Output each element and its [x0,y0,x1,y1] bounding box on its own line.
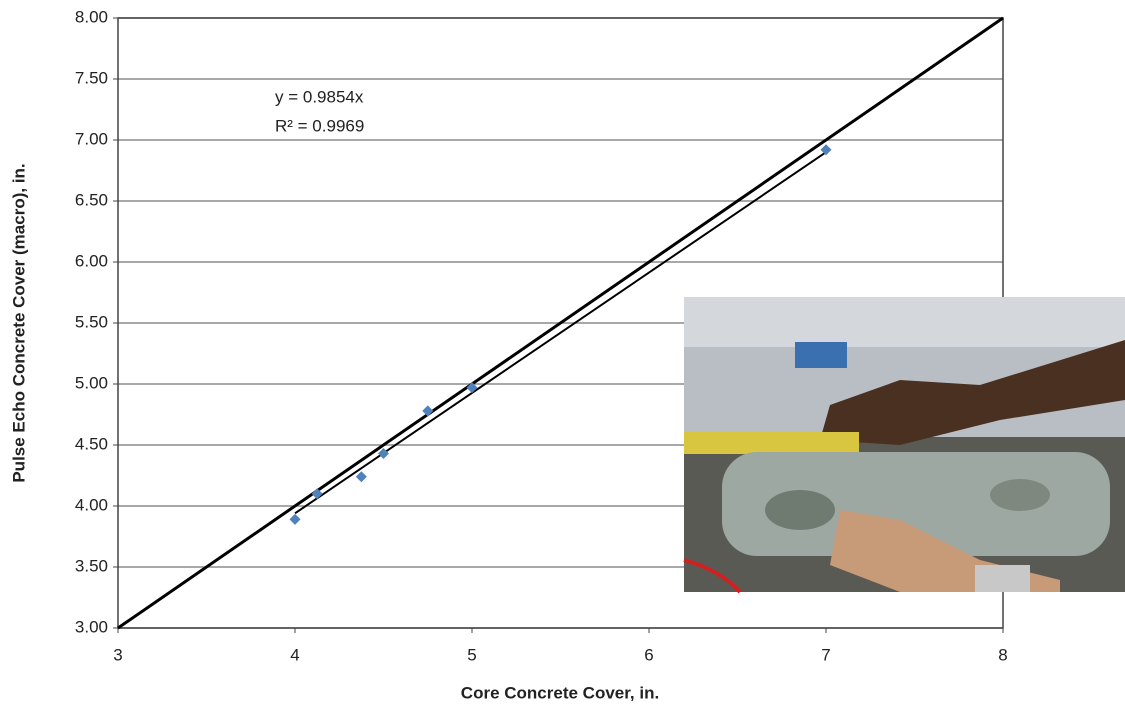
y-tick-label: 8.00 [75,7,108,26]
y-tick-label: 7.00 [75,129,108,148]
photo-inset [684,297,1125,592]
data-point [356,471,367,482]
x-tick-label: 7 [821,645,830,664]
y-axis-title: Pulse Echo Concrete Cover (macro), in. [9,163,28,482]
y-tick-label: 6.00 [75,251,108,270]
x-axis-title: Core Concrete Cover, in. [461,683,659,702]
photo-core-spot [765,490,835,530]
data-point [312,488,323,499]
y-tick-label: 7.50 [75,68,108,87]
y-tick-label: 5.50 [75,312,108,331]
data-point [422,405,433,416]
photo-core-spot [990,479,1050,511]
y-tick-label: 4.50 [75,434,108,453]
y-tick-label: 3.50 [75,556,108,575]
photo-watch [975,565,1030,592]
photo-label [795,342,847,368]
y-tick-label: 5.00 [75,373,108,392]
x-tick-label: 8 [998,645,1007,664]
x-tick-label: 3 [113,645,122,664]
photo-tape [684,432,859,454]
y-tick-label: 4.00 [75,495,108,514]
photo-box-lid [684,297,1125,347]
data-point [290,514,301,525]
y-tick-label: 3.00 [75,617,108,636]
chart: Core Concrete Cover, in. Pulse Echo Conc… [0,0,1125,708]
x-tick-label: 6 [644,645,653,664]
x-tick-label: 4 [290,645,299,664]
y-tick-label: 6.50 [75,190,108,209]
r-squared-label: R² = 0.9969 [275,116,364,135]
x-tick-label: 5 [467,645,476,664]
equation-label: y = 0.9854x [275,87,364,106]
